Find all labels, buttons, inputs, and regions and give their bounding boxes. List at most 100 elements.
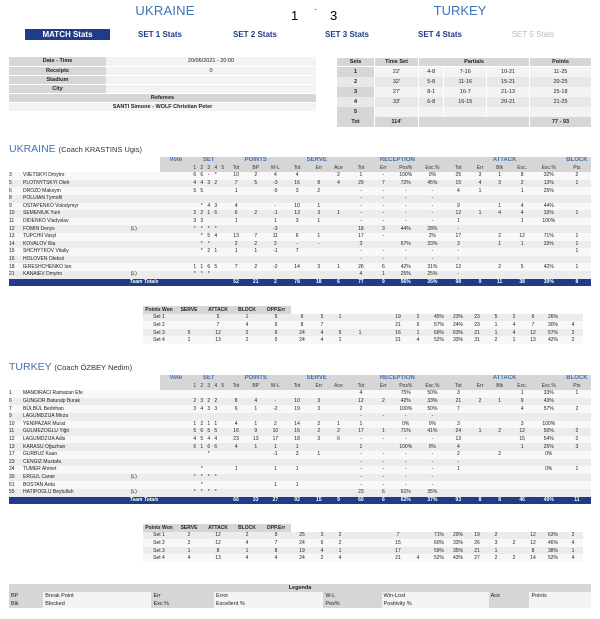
libero-marker: [107, 248, 161, 256]
player-name: FOMIN Denys: [23, 225, 108, 233]
column-subheader: Err: [309, 382, 329, 391]
set-played: [212, 450, 220, 459]
vote-subheader: [160, 382, 192, 391]
set-stat-value: [371, 554, 389, 562]
player-row[interactable]: 9 OSTAPENKO Volodymyr * 4 3 4-10 1- - - -9 1 4 44%: [9, 202, 591, 211]
set-serve-points: 2: [175, 531, 203, 540]
totals-reception: 56%: [393, 278, 419, 287]
set-played: *: [198, 481, 206, 489]
player-row[interactable]: 1 MANDIRACI Ramazan Efe 4 75% 50% 3 1 33% 1: [9, 390, 591, 398]
set-played: [219, 481, 227, 489]
set-played: [198, 194, 206, 203]
set-played: 5: [198, 435, 206, 444]
tab-set-2[interactable]: SET 2 Stats: [232, 30, 277, 39]
reception-value: 33%: [418, 397, 447, 406]
sets-summary-table: Sets Time Set Partials Points 1 22' 4-8 7-1…: [336, 57, 592, 127]
tab-set-4[interactable]: SET 4 Stats: [417, 30, 462, 39]
attack-value: [489, 443, 510, 451]
reception-value: 33%: [418, 240, 447, 249]
reception-value: -: [348, 473, 374, 482]
set-breakdown-row: Set 3 5 12 2 6 24 4 5 1 16 1 69% 63% 21 1 4 12 57% 2: [143, 328, 583, 337]
team-totals-label: Team Totals: [9, 496, 161, 505]
column-subheader: Blk: [489, 164, 510, 173]
totals-attack: 46: [509, 496, 535, 505]
column-subheader: Blk: [489, 382, 510, 391]
serve-value: [328, 458, 349, 467]
serve-value: 1: [328, 210, 349, 218]
player-row[interactable]: 13 TUPCHII Vasyl * 5 4 13 7 11 6 1 17-2% 17 2 12 71% 1: [9, 232, 591, 241]
player-row[interactable]: 10 YENIPAZAR Murat 1 2 1 1 4 1 2 14 2 1 1 0% 0% 3 3 100%: [9, 420, 591, 429]
set-stat-value: 52%: [429, 336, 449, 344]
player-row[interactable]: 7 BÜLBÜL Bedirhan 3 4 3 3 6 1 -2 19 3 2 100% 50% 7 4 57%…: [9, 405, 591, 413]
reception-value: -: [373, 248, 394, 256]
player-row[interactable]: 55 HATİPOĞLU Beytullah (L) * * * * 23 6 61% 35%: [9, 488, 591, 497]
player-row[interactable]: 21 KANAIEV Dmytro (L) * * * 4 1 25% 25% -: [9, 270, 591, 279]
points-value: [245, 225, 266, 233]
reception-value: -: [373, 194, 394, 203]
player-row[interactable]: 24 TÜMER Ahmet * 1 1 1- - - -1 0% 1: [9, 466, 591, 474]
reception-value: -: [393, 466, 419, 474]
player-row[interactable]: 51 BOSTAN Arda * 1 1- - - -: [9, 481, 591, 489]
player-row[interactable]: 10 SEMENIUK Yurii 2 2 1 6 6 2 -1 13 3 1- - - -12 1 4 4 33%…: [9, 210, 591, 218]
player-row[interactable]: 11 DIDENKO Vladyslav 3 3 1 1 3 1- - - -1 1 100%: [9, 217, 591, 226]
player-number: 9: [9, 202, 24, 211]
set-stat-value: 21: [467, 328, 487, 337]
player-row[interactable]: 17 GÜRBÜZ Kaan * -1 3 1- - - -2 2 0%: [9, 450, 591, 459]
points-value: -3: [265, 179, 286, 188]
set-stat-value: 4: [313, 336, 331, 344]
player-name: POLUIAN Tymofii: [23, 194, 108, 203]
attack-value: 54%: [534, 435, 563, 444]
set-number: 1: [336, 66, 375, 77]
set-played: 2: [212, 179, 220, 188]
player-row[interactable]: 18 IERESHCHENKO Ian 1 1 6 5 7 2 -2 14 3 1 26 6 42% 31% 1…: [9, 263, 591, 271]
player-name: BÜLBÜL Bedirhan: [23, 405, 108, 413]
tab-set-3[interactable]: SET 3 Stats: [324, 30, 369, 39]
player-row[interactable]: 12 LAGUMDZIJA Adis 4 5 4 4 23 13 17 18 3 6- - - -13 15 5…: [9, 435, 591, 444]
player-row[interactable]: 13 KARASU Oğuzhan 6 1 6 6 4 1 1 1 1 100% 0% 4 1 25% 3: [9, 443, 591, 451]
player-row[interactable]: 3 VIIETSKYI Dmytro 6 6- * 10 2 4 4 2 1-100% 0% 25 3 1 8…: [9, 172, 591, 180]
player-number: 14: [9, 240, 24, 249]
attack-value: [470, 255, 490, 264]
set-stat-value: 1: [487, 321, 505, 329]
set-stat-value: [371, 336, 389, 344]
tab-match-stats[interactable]: MATCH Stats: [25, 29, 110, 40]
player-row[interactable]: 16 HOLOVEN Oleksii - - - - -: [9, 255, 591, 264]
points-value: [245, 187, 266, 195]
set-stat-value: 38%: [543, 546, 563, 555]
serve-value: 3: [285, 187, 309, 195]
player-vote: [160, 263, 192, 271]
reception-value: 26: [348, 263, 374, 271]
set-stat-value: 13: [523, 336, 543, 344]
set-number: 3: [336, 86, 375, 97]
player-vote: [160, 443, 192, 451]
reception-value: -: [373, 202, 394, 211]
player-row[interactable]: 9 LAGUMDZIJA Mirza - - - -: [9, 412, 591, 421]
player-vote: [160, 172, 192, 180]
points-value: 1: [265, 466, 286, 474]
points-header: Points: [529, 57, 592, 67]
player-row[interactable]: 6 DROZD Maksym 5 5 1 -5 3 2- - - -4 1 1 25%: [9, 187, 591, 195]
set-played: 5: [205, 428, 213, 436]
reception-value: 67%: [393, 240, 419, 249]
column-subheader: Tot: [348, 164, 374, 173]
player-number: 3: [9, 172, 24, 180]
player-row[interactable]: 14 KOVALOV Illia * * 2 2 2- -3 67% 33% 3 1 1 33% 1: [9, 240, 591, 249]
player-row[interactable]: 5 PLOTNYTSKYI Oleh 4 4 3 2 7 5 -3 16 8 4 29 7 72% 45% 15…: [9, 179, 591, 188]
set-stat-value: 42%: [543, 336, 563, 344]
set-played: *: [205, 225, 213, 233]
player-row[interactable]: 6 GÜNGÖR Baturalp Burak 2 3 2 2 8 4-10 3 12 2 42% 33…: [9, 397, 591, 406]
player-row[interactable]: 11 GÜLMEZOĞLU Yiğit 5 6 5 5 16 9 10 16 2 2 17 1 71% 41%…: [9, 428, 591, 436]
player-row[interactable]: 30 ERGÜL Caner (L) * * * * - - - -: [9, 473, 591, 482]
set-opp-errors: 8: [261, 546, 291, 555]
player-row[interactable]: 8 POLUIAN Tymofii - - - -: [9, 194, 591, 203]
player-row[interactable]: 12 FOMIN Denys (L) * * * * -3 18 3 44% 28% -: [9, 225, 591, 233]
set-played: *: [212, 172, 220, 180]
player-row[interactable]: 23 CENGIZ Mustafa - - - - -: [9, 458, 591, 467]
tab-set-1[interactable]: SET 1 Stats: [137, 30, 182, 39]
set-stat-value: 19: [389, 313, 407, 322]
set-played: [212, 187, 220, 195]
totals-points: 33: [245, 496, 266, 505]
player-row[interactable]: 15 SHCHYTKOV Vitaliy * 2 1 1 1 -1 7- - - - -1: [9, 248, 591, 256]
reception-value: -: [348, 202, 374, 211]
player-number: 11: [9, 217, 24, 226]
